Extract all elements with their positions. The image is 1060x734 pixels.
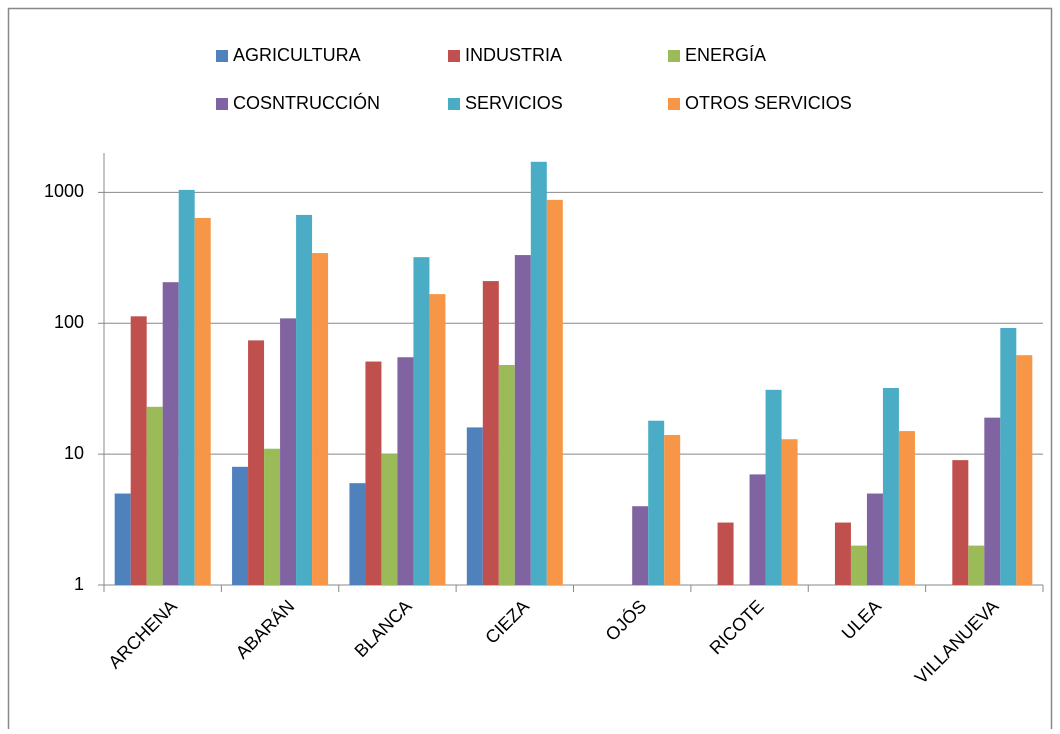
bar	[397, 357, 414, 585]
bar	[312, 253, 329, 585]
bar	[968, 545, 985, 585]
bar	[482, 281, 499, 585]
bar	[146, 406, 163, 585]
bar	[232, 466, 249, 585]
bar	[781, 439, 798, 585]
bar	[349, 483, 366, 585]
bar	[466, 427, 483, 585]
bar	[717, 522, 734, 585]
bar	[648, 420, 665, 585]
bar	[546, 199, 563, 586]
bar	[194, 217, 211, 585]
bar	[1016, 355, 1033, 585]
bar	[280, 318, 297, 585]
bar	[765, 389, 782, 585]
legend-swatch	[216, 98, 228, 110]
bar	[365, 361, 382, 585]
bar	[381, 454, 398, 585]
bar	[882, 388, 899, 585]
bar	[664, 435, 681, 585]
bar	[130, 316, 147, 585]
bar	[264, 448, 281, 585]
bar	[898, 431, 915, 585]
bar	[866, 493, 883, 585]
legend-swatch	[216, 50, 228, 62]
legend-label: SERVICIOS	[465, 93, 563, 113]
bar	[178, 189, 195, 585]
y-tick-label: 1	[74, 574, 84, 594]
bar	[514, 255, 531, 585]
bar	[162, 282, 179, 585]
y-tick-label: 100	[54, 312, 84, 332]
y-tick-label: 1000	[44, 181, 84, 201]
bar	[530, 161, 547, 586]
legend-swatch	[668, 98, 680, 110]
bar	[632, 506, 649, 585]
y-tick-label: 10	[64, 443, 84, 463]
bar	[296, 214, 313, 585]
legend-label: ENERGÍA	[685, 45, 766, 65]
bar	[952, 460, 969, 585]
bar	[834, 522, 851, 585]
legend-swatch	[448, 50, 460, 62]
bar	[850, 545, 867, 585]
legend-label: COSNTRUCCIÓN	[233, 92, 380, 113]
bar	[984, 417, 1001, 585]
legend-label: INDUSTRIA	[465, 45, 562, 65]
legend-swatch	[448, 98, 460, 110]
legend-label: OTROS SERVICIOS	[685, 93, 852, 113]
bar	[248, 340, 265, 585]
legend-swatch	[668, 50, 680, 62]
bar	[749, 474, 766, 585]
legend-label: AGRICULTURA	[233, 45, 361, 65]
bar	[429, 294, 446, 585]
bar	[1000, 328, 1017, 585]
bar	[413, 257, 430, 585]
bar	[114, 493, 131, 585]
bar	[498, 364, 515, 585]
chart-border	[7, 7, 1053, 729]
